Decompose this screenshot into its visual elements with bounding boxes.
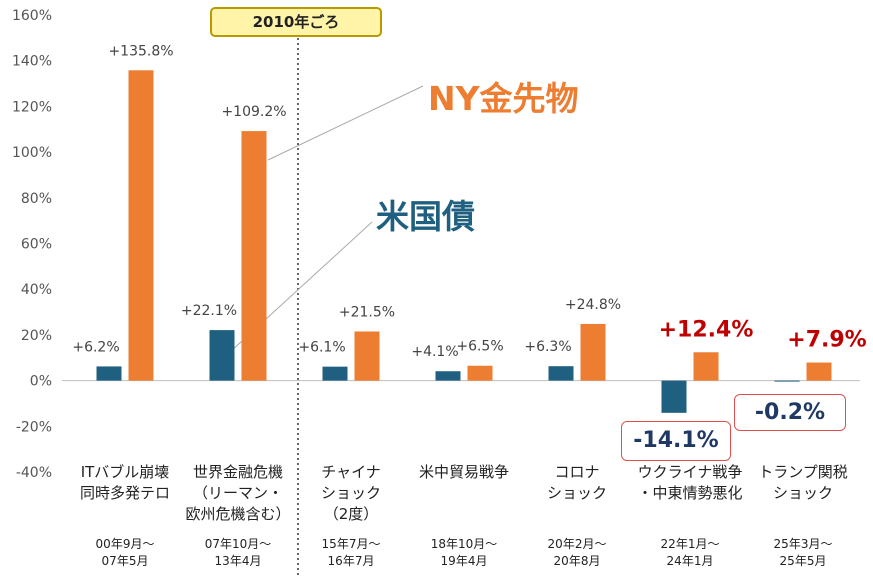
gold-bar: [580, 323, 606, 381]
treasury-data-label: +6.2%: [72, 339, 119, 355]
gold-data-label: +24.8%: [565, 297, 621, 313]
period-label: 20年2月～ 20年8月: [517, 536, 637, 570]
category-label: 世界金融危機 （リーマン・ 欧州危機含む）: [173, 462, 303, 525]
period-label-line: 19年4月: [440, 554, 488, 568]
gold-data-label: +109.2%: [221, 104, 286, 120]
treasury-data-label: +6.3%: [524, 339, 571, 355]
period-label-line: 18年10月～: [430, 537, 498, 551]
period-label: 00年9月～ 07年5月: [65, 536, 185, 570]
category-label-line: チャイナ: [321, 463, 381, 481]
gold-data-label: +21.5%: [339, 304, 395, 320]
treasury-bar: [209, 330, 235, 381]
period-label-line: 15年7月～: [321, 537, 381, 551]
category-label-line: （リーマン・: [192, 484, 283, 502]
treasury-data-label: +6.1%: [298, 340, 345, 356]
y-tick-label: 40%: [21, 282, 52, 298]
y-tick-label: -40%: [16, 465, 52, 481]
category-label: ウクライナ戦争 ・中東情勢悪化: [625, 462, 755, 504]
series-label-treasury: 米国債: [376, 197, 475, 236]
period-label: 25年3月～ 25年5月: [743, 536, 863, 570]
gold-bar: [806, 362, 832, 381]
period-label-line: 25年5月: [779, 554, 827, 568]
category-label-line: トランプ関税: [758, 463, 848, 481]
gold-data-label: +12.4%: [659, 317, 754, 342]
y-tick-label: 100%: [12, 145, 52, 161]
period-label: 07年10月～ 13年4月: [178, 536, 298, 570]
period-label-line: 00年9月～: [95, 537, 155, 551]
gold-bar: [128, 70, 154, 381]
period-label-line: 24年1月: [666, 554, 714, 568]
category-label-line: 欧州危機含む）: [185, 505, 291, 523]
category-label-line: 同時多発テロ: [79, 484, 170, 502]
category-label: ITバブル崩壊 同時多発テロ: [60, 462, 190, 504]
treasury-bar: [435, 371, 461, 381]
period-label: 22年1月～ 24年1月: [630, 536, 750, 570]
period-label-line: 07年5月: [101, 554, 149, 568]
y-tick-label: 120%: [12, 99, 52, 115]
gold-bar: [467, 365, 493, 381]
period-label-line: 25年3月～: [773, 537, 833, 551]
treasury-data-label: -0.2%: [734, 394, 846, 431]
treasury-data-label: +4.1%: [411, 344, 458, 360]
period-annotation-badge: 2010年ごろ: [210, 7, 382, 37]
y-tick-label: 60%: [21, 237, 52, 253]
category-label: トランプ関税 ショック: [738, 462, 868, 504]
gold-data-label: +7.9%: [787, 328, 866, 353]
category-label-line: ショック: [546, 484, 607, 502]
period-label-line: 22年1月～: [660, 537, 720, 551]
y-tick-label: 140%: [12, 54, 52, 70]
period-label-line: 20年2月～: [547, 537, 607, 551]
category-label-line: ・中東情勢悪化: [637, 484, 743, 502]
category-label-line: ショック: [772, 484, 833, 502]
y-tick-label: -20%: [16, 419, 52, 435]
category-label-line: ショック: [320, 484, 381, 502]
treasury-bar: [661, 380, 687, 413]
category-label-line: ウクライナ戦争: [637, 463, 743, 481]
period-label-line: 07年10月～: [204, 537, 272, 551]
period-label: 15年7月～ 16年7月: [291, 536, 411, 570]
category-label-line: コロナ: [554, 463, 600, 481]
period-label-line: 20年8月: [553, 554, 601, 568]
period-label-line: 16年7月: [327, 554, 375, 568]
y-tick-label: 0%: [30, 374, 52, 390]
treasury-data-label: -14.1%: [621, 421, 731, 461]
category-label: コロナ ショック: [512, 462, 642, 504]
series-label-gold: NY金先物: [428, 79, 579, 118]
category-label: 米中貿易戦争: [399, 462, 529, 483]
y-tick-label: 80%: [21, 191, 52, 207]
category-label-line: 世界金融危機: [192, 463, 283, 481]
treasury-data-label: +22.1%: [181, 303, 237, 319]
y-tick-label: 20%: [21, 328, 52, 344]
category-label: チャイナショック （2度）: [286, 462, 416, 525]
gold-bar: [354, 331, 380, 381]
gold-data-label: +6.5%: [456, 339, 503, 355]
treasury-bar: [322, 366, 348, 381]
gold-bar: [693, 352, 719, 381]
category-label-line: ITバブル崩壊: [80, 463, 170, 481]
gold-data-label: +135.8%: [108, 43, 173, 59]
category-label-line: （2度）: [323, 505, 379, 523]
gold-leader-line: [267, 85, 424, 161]
y-tick-label: 160%: [12, 8, 52, 24]
period-label-line: 13年4月: [214, 554, 262, 568]
category-label-line: 米中貿易戦争: [418, 463, 509, 481]
treasury-bar: [96, 366, 122, 381]
gold-bar: [241, 131, 267, 381]
treasury-bar: [774, 380, 800, 382]
period-label: 18年10月～ 19年4月: [404, 536, 524, 570]
treasury-bar: [548, 366, 574, 381]
